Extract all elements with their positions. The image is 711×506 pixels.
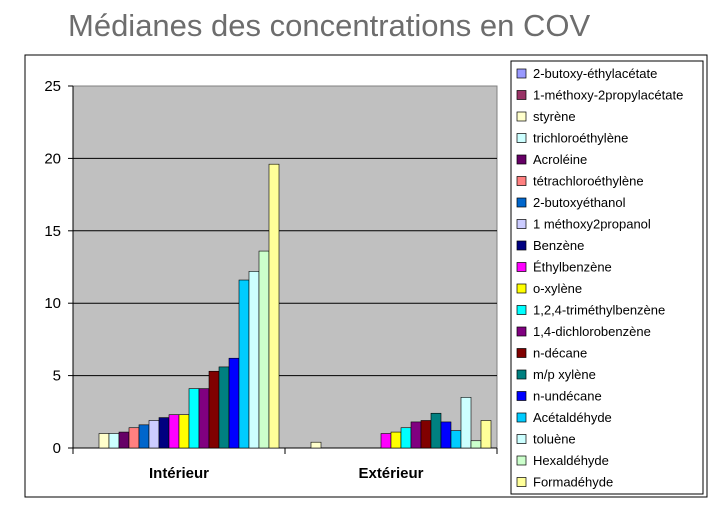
legend-swatch — [516, 455, 527, 466]
legend-box — [510, 60, 704, 495]
legend-swatch — [516, 412, 527, 423]
bar — [460, 397, 472, 449]
legend-label: m/p xylène — [533, 367, 596, 382]
bar — [108, 433, 120, 449]
legend-label: trichloroéthylène — [533, 131, 628, 146]
bar — [148, 420, 160, 449]
legend-label: toluène — [533, 432, 576, 447]
legend-label: o-xylène — [533, 281, 582, 296]
bar — [480, 420, 492, 449]
legend-swatch — [516, 369, 527, 380]
legend-swatch — [516, 283, 527, 294]
page-title: Médianes des concentrations en COV — [68, 8, 591, 43]
bar — [470, 440, 482, 449]
bar — [198, 388, 210, 449]
bar — [228, 357, 240, 449]
legend-label: Acétaldéhyde — [533, 410, 612, 425]
bar — [410, 421, 422, 449]
bar — [440, 421, 452, 449]
legend-swatch — [516, 477, 527, 487]
legend-swatch — [516, 434, 527, 444]
legend-label: Acroléine — [533, 152, 587, 167]
legend-label: 1,4-dichlorobenzène — [533, 324, 651, 339]
y-tick-label: 0 — [53, 440, 61, 457]
y-tick-label: 10 — [44, 295, 61, 312]
bar — [188, 388, 200, 449]
legend-swatch — [516, 305, 527, 315]
legend-swatch — [516, 133, 527, 143]
legend-label: n-undécane — [533, 389, 602, 404]
legend-swatch — [516, 68, 527, 79]
bar — [248, 271, 260, 449]
y-tick-label: 5 — [53, 368, 61, 385]
bar — [158, 417, 170, 449]
y-tick-label: 20 — [44, 150, 61, 167]
legend-label: Formadéhyde — [533, 475, 613, 490]
bar — [138, 424, 150, 449]
bar — [168, 414, 180, 449]
legend-swatch — [516, 262, 527, 272]
legend-swatch — [516, 90, 527, 100]
legend-label: Benzène — [533, 238, 584, 253]
bar — [128, 427, 140, 449]
bar — [310, 441, 322, 449]
legend-label: 2-butoxy-éthylacétate — [533, 66, 657, 81]
plot-area — [72, 85, 498, 449]
category-labels: Intérieur Extérieur — [149, 465, 424, 482]
category-label: Extérieur — [358, 465, 423, 482]
legend-swatch — [516, 154, 527, 165]
bars — [98, 163, 492, 449]
legend-label: styrène — [533, 109, 576, 124]
legend: 2-butoxy-éthylacétate 1-méthoxy-2propylac… — [516, 66, 683, 490]
category-label: Intérieur — [149, 465, 209, 482]
bar — [218, 366, 230, 449]
bar — [450, 430, 462, 449]
bar — [430, 412, 442, 449]
bar — [400, 427, 412, 449]
legend-swatch — [516, 219, 527, 229]
legend-label: 2-butoxyéthanol — [533, 195, 626, 210]
legend-swatch — [516, 111, 527, 122]
legend-label: tétrachloroéthylène — [533, 174, 644, 189]
legend-swatch — [516, 240, 527, 251]
bar — [420, 420, 432, 449]
bar — [380, 433, 392, 449]
bar — [178, 414, 190, 449]
legend-swatch — [516, 176, 527, 186]
legend-swatch — [516, 391, 527, 401]
legend-swatch — [516, 348, 527, 358]
bar — [268, 163, 280, 449]
y-tick-label: 25 — [44, 78, 61, 95]
legend-swatch — [516, 326, 527, 337]
bar — [258, 250, 270, 449]
legend-label: 1-méthoxy-2propylacétate — [533, 88, 683, 103]
y-tick-label: 15 — [44, 223, 61, 240]
legend-label: Éthylbenzène — [533, 260, 612, 275]
gridlines — [73, 157, 497, 377]
bar — [118, 431, 130, 449]
bar — [390, 431, 402, 449]
legend-swatch — [516, 197, 527, 208]
bar — [98, 433, 110, 449]
legend-label: 1 méthoxy2propanol — [533, 217, 651, 232]
bar — [208, 370, 220, 449]
legend-label: Hexaldéhyde — [533, 453, 609, 468]
legend-label: n-décane — [533, 346, 587, 361]
legend-label: 1,2,4-triméthylbenzène — [533, 303, 665, 318]
bar — [238, 279, 250, 449]
